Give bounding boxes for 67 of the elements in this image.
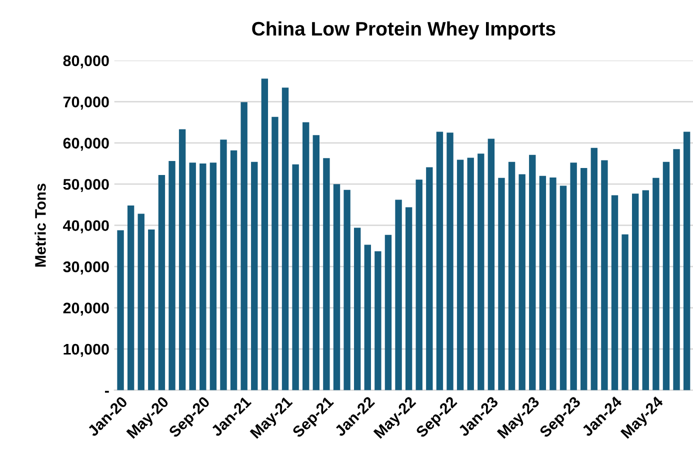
bar <box>261 78 268 390</box>
bar <box>488 138 495 390</box>
bar <box>127 206 134 390</box>
bar <box>529 154 536 390</box>
bar <box>446 132 454 390</box>
bar <box>560 186 567 390</box>
y-tick-label: 70,000 <box>63 96 109 110</box>
bar <box>117 230 124 390</box>
bar <box>416 180 422 390</box>
bar <box>178 129 186 390</box>
y-tick-label: 30,000 <box>63 261 109 274</box>
y-tick-label: 60,000 <box>63 138 109 151</box>
bar <box>230 150 238 390</box>
y-tick-label: 40,000 <box>62 220 109 234</box>
bar <box>683 132 690 390</box>
y-tick-label: 50,000 <box>63 178 109 192</box>
bar <box>384 234 392 390</box>
bar <box>251 162 258 390</box>
bar <box>673 149 680 390</box>
bar <box>272 116 278 390</box>
bar <box>200 164 206 390</box>
bar <box>302 122 310 390</box>
bar <box>498 178 505 390</box>
bar <box>312 135 320 390</box>
bar <box>354 228 361 390</box>
bar <box>652 178 660 390</box>
bar <box>220 140 227 390</box>
bar <box>518 174 526 390</box>
bar <box>601 160 608 390</box>
bar <box>611 195 618 390</box>
bar <box>292 164 299 390</box>
bar <box>622 234 628 390</box>
bar <box>189 162 196 390</box>
bar <box>426 167 433 390</box>
bar <box>539 176 546 390</box>
y-tick-label: - <box>104 390 109 393</box>
y-tick-label: 20,000 <box>63 302 109 316</box>
bar <box>148 229 155 390</box>
bar <box>590 148 598 390</box>
bar <box>642 190 649 390</box>
bar <box>344 190 350 390</box>
y-tick-label: 80,000 <box>63 55 109 68</box>
bar <box>323 158 330 390</box>
bar <box>405 207 412 390</box>
bar <box>436 132 444 390</box>
bar <box>508 162 516 390</box>
y-tick-label: 10,000 <box>64 344 109 357</box>
bar <box>456 160 464 390</box>
bar <box>240 102 248 390</box>
bar <box>333 184 340 390</box>
bar <box>478 154 484 390</box>
bar <box>395 200 402 390</box>
bar <box>364 244 371 390</box>
bar <box>550 178 556 390</box>
y-axis-title: Metric Tons <box>34 184 46 267</box>
bar <box>580 168 588 390</box>
bar <box>632 194 639 390</box>
bar <box>570 162 577 390</box>
bar <box>168 161 176 390</box>
bar <box>662 162 670 390</box>
bar <box>138 214 144 390</box>
bar <box>210 162 217 390</box>
bar <box>158 175 166 390</box>
bar <box>467 158 474 390</box>
bar <box>374 251 382 390</box>
chart-title: China Low Protein Whey Imports <box>252 21 556 40</box>
bar <box>282 88 289 390</box>
